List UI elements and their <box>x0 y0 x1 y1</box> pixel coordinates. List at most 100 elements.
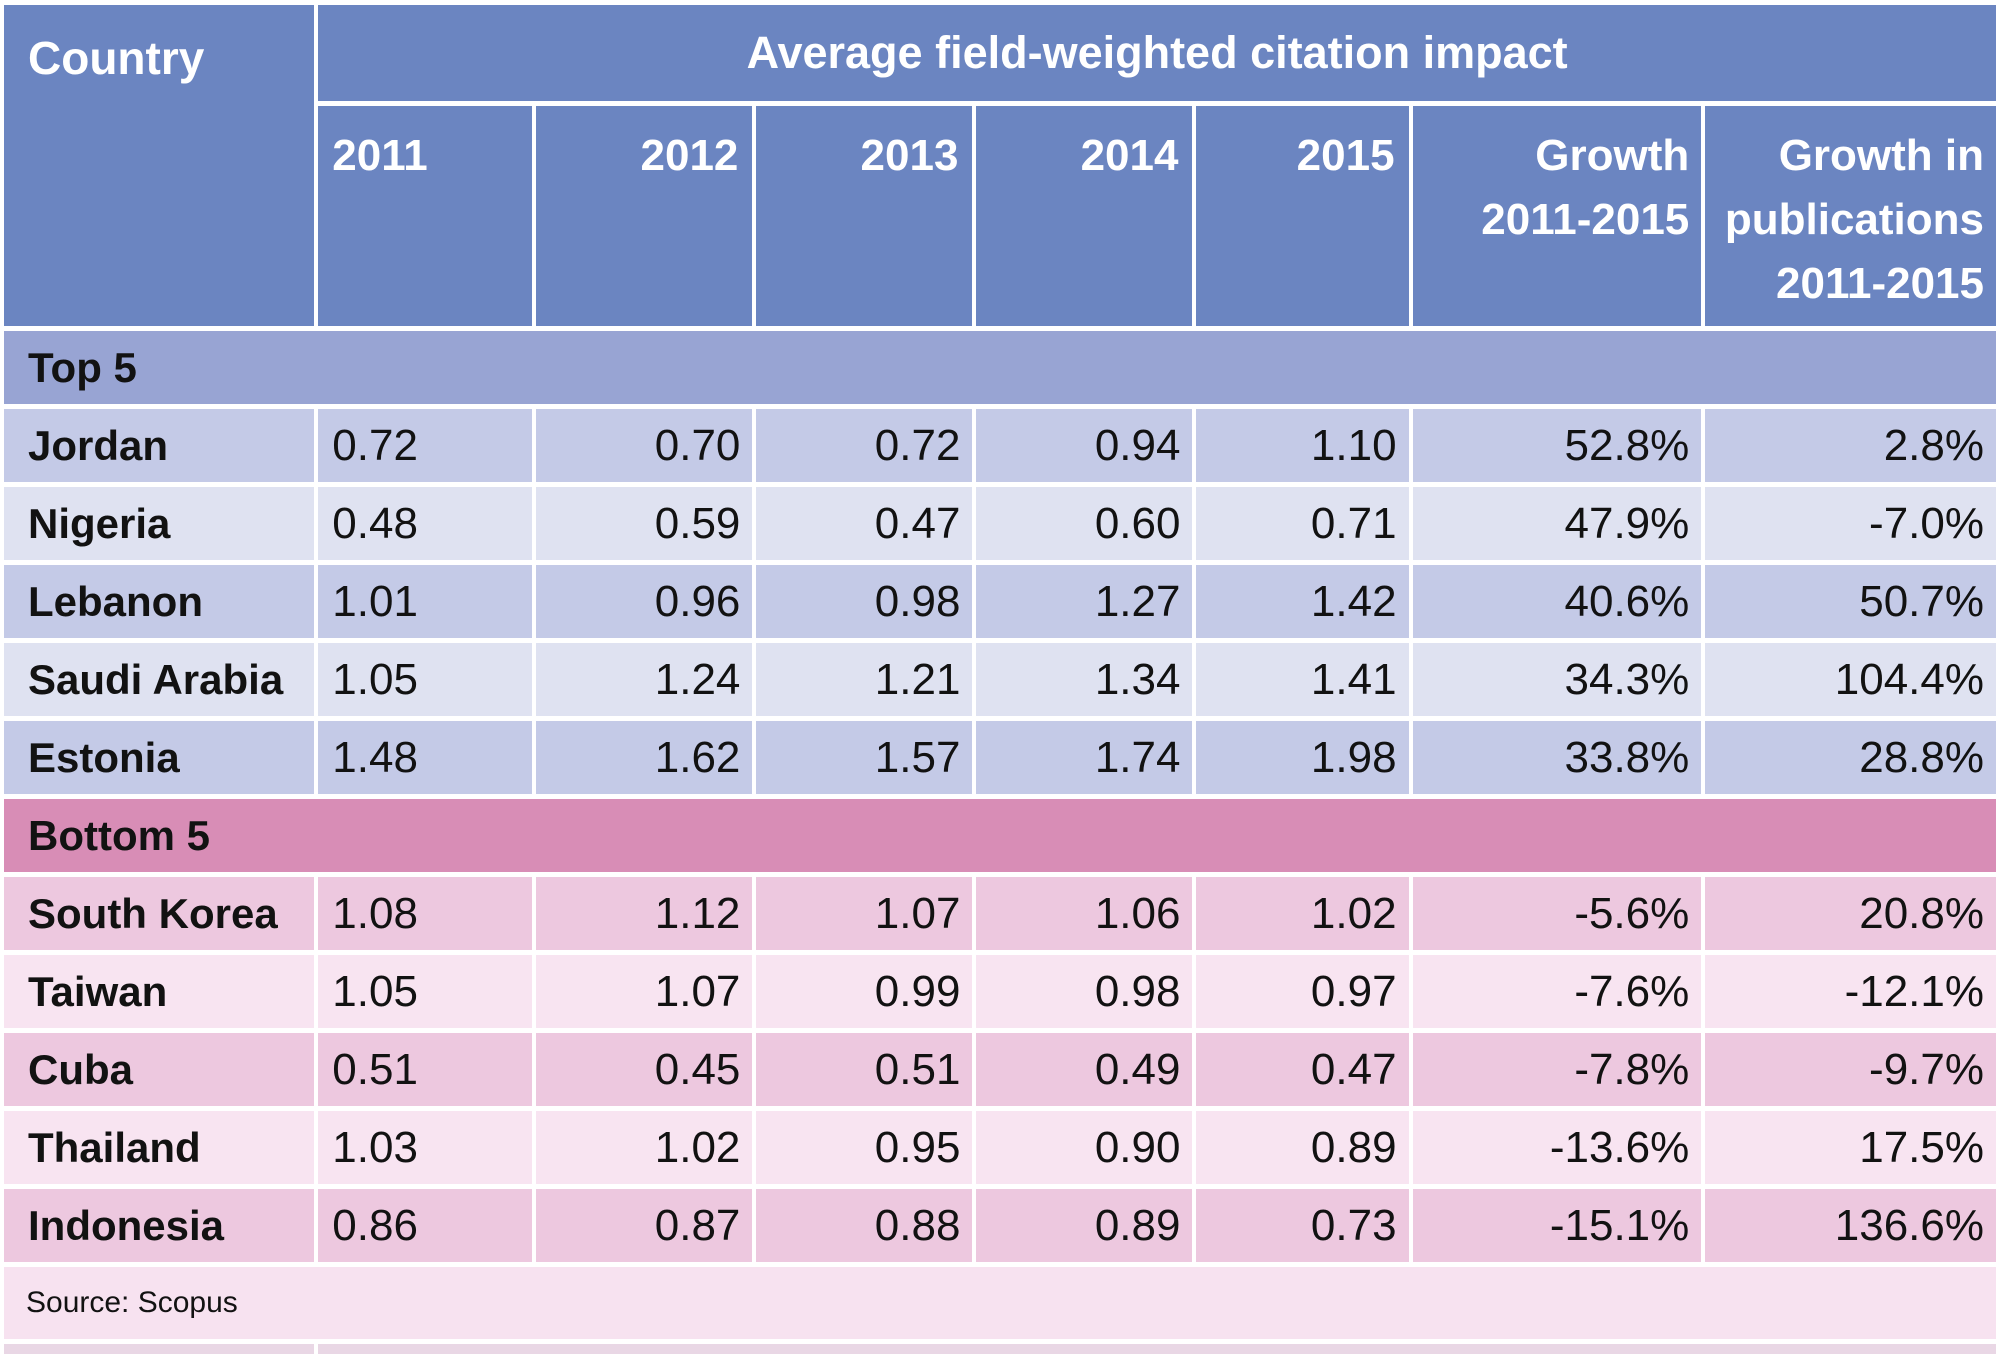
table-row: Taiwan 1.05 1.07 0.99 0.98 0.97 -7.6% -12.1% <box>4 955 1996 1028</box>
value-cell: 136.6% <box>1705 1189 1996 1262</box>
country-cell: Lebanon <box>4 565 315 638</box>
table-row: Saudi Arabia 1.05 1.24 1.21 1.34 1.41 34.3% 104… <box>4 643 1996 716</box>
value-cell: 1.62 <box>536 721 753 794</box>
value-cell: 1.34 <box>976 643 1193 716</box>
table-title: Average field-weighted citation impact <box>318 5 1996 101</box>
value-cell: 0.59 <box>536 487 753 560</box>
header-row-years: 2011 2012 2013 2014 2015 Growth 2011-201… <box>4 106 1996 326</box>
value-cell: 1.02 <box>536 1111 753 1184</box>
value-cell: 0.60 <box>976 487 1193 560</box>
value-cell: -13.6% <box>1412 1111 1702 1184</box>
value-cell: 1.41 <box>1196 643 1409 716</box>
value-cell: -5.6% <box>1412 877 1702 950</box>
country-cell: Saudi Arabia <box>4 643 315 716</box>
value-cell: 1.05 <box>318 955 533 1028</box>
value-cell: 28.8% <box>1705 721 1996 794</box>
value-cell: 0.89 <box>1196 1111 1409 1184</box>
value-cell: 17.5% <box>1705 1111 1996 1184</box>
table-row: Lebanon 1.01 0.96 0.98 1.27 1.42 40.6% 50.7% <box>4 565 1996 638</box>
value-cell: 0.87 <box>536 1189 753 1262</box>
value-cell: 1.05 <box>318 643 533 716</box>
year-header-2011: 2011 <box>318 106 533 326</box>
country-cell: Taiwan <box>4 955 315 1028</box>
value-cell: 0.72 <box>318 409 533 482</box>
value-cell: 0.95 <box>756 1111 973 1184</box>
value-cell: 0.48 <box>318 487 533 560</box>
value-cell: 0.70 <box>536 409 753 482</box>
value-cell: 0.71 <box>1196 487 1409 560</box>
value-cell: 1.57 <box>756 721 973 794</box>
value-cell: 40.6% <box>1412 565 1702 638</box>
value-cell: 0.96 <box>536 565 753 638</box>
value-cell: 0.49 <box>976 1033 1193 1106</box>
year-header-2012: 2012 <box>536 106 753 326</box>
value-cell: 1.98 <box>1196 721 1409 794</box>
value-cell: 1.06 <box>976 877 1193 950</box>
value-cell: 0.51 <box>318 1033 533 1106</box>
country-column-header: Country <box>4 5 315 326</box>
value-cell: 1.12 <box>536 877 753 950</box>
value-cell: 0.90 <box>976 1111 1193 1184</box>
value-cell: 1.07 <box>756 877 973 950</box>
value-cell: -12.1% <box>1705 955 1996 1028</box>
value-cell: 1.24 <box>536 643 753 716</box>
growth-column-header: Growth 2011-2015 <box>1412 106 1702 326</box>
value-cell: 1.74 <box>976 721 1193 794</box>
value-cell: -7.8% <box>1412 1033 1702 1106</box>
table-row: Nigeria 0.48 0.59 0.47 0.60 0.71 47.9% -7.0% <box>4 487 1996 560</box>
value-cell: 50.7% <box>1705 565 1996 638</box>
country-cell: Nigeria <box>4 487 315 560</box>
value-cell: 1.42 <box>1196 565 1409 638</box>
table-row: Cuba 0.51 0.45 0.51 0.49 0.47 -7.8% -9.7% <box>4 1033 1996 1106</box>
table-body: Top 5 Jordan 0.72 0.70 0.72 0.94 1.10 52.8% 2.8%… <box>4 331 1996 1262</box>
value-cell: 1.07 <box>536 955 753 1028</box>
value-cell: 1.03 <box>318 1111 533 1184</box>
country-cell: South Korea <box>4 877 315 950</box>
value-cell: 1.21 <box>756 643 973 716</box>
country-cell: Cuba <box>4 1033 315 1106</box>
year-header-2014: 2014 <box>976 106 1193 326</box>
country-cell: Thailand <box>4 1111 315 1184</box>
source-row: Source: Scopus <box>4 1267 1996 1339</box>
value-cell: 1.01 <box>318 565 533 638</box>
value-cell: 1.02 <box>1196 877 1409 950</box>
bottom-edge-cell <box>4 1344 315 1354</box>
year-header-2013: 2013 <box>756 106 973 326</box>
table-row: Indonesia 0.86 0.87 0.88 0.89 0.73 -15.1% 136.6… <box>4 1189 1996 1262</box>
value-cell: 0.89 <box>976 1189 1193 1262</box>
value-cell: 0.88 <box>756 1189 973 1262</box>
bottom-edge-row <box>4 1344 1996 1354</box>
value-cell: 0.98 <box>976 955 1193 1028</box>
table-row: Estonia 1.48 1.62 1.57 1.74 1.98 33.8% 28.8% <box>4 721 1996 794</box>
value-cell: 47.9% <box>1412 487 1702 560</box>
section-header-row: Top 5 <box>4 331 1996 404</box>
value-cell: -7.6% <box>1412 955 1702 1028</box>
value-cell: 0.51 <box>756 1033 973 1106</box>
table-row: Jordan 0.72 0.70 0.72 0.94 1.10 52.8% 2.8% <box>4 409 1996 482</box>
value-cell: 34.3% <box>1412 643 1702 716</box>
value-cell: 0.98 <box>756 565 973 638</box>
table-footer: Source: Scopus <box>4 1267 1996 1354</box>
value-cell: 0.94 <box>976 409 1193 482</box>
value-cell: 20.8% <box>1705 877 1996 950</box>
value-cell: 52.8% <box>1412 409 1702 482</box>
value-cell: 1.27 <box>976 565 1193 638</box>
value-cell: 104.4% <box>1705 643 1996 716</box>
value-cell: 0.97 <box>1196 955 1409 1028</box>
value-cell: 1.48 <box>318 721 533 794</box>
section-label: Top 5 <box>4 331 1996 404</box>
header-row-top: Country Average field-weighted citation … <box>4 5 1996 326</box>
value-cell: 33.8% <box>1412 721 1702 794</box>
year-header-2015: 2015 <box>1196 106 1409 326</box>
value-cell: 1.08 <box>318 877 533 950</box>
bottom-edge-cell <box>318 1344 1996 1354</box>
value-cell: -9.7% <box>1705 1033 1996 1106</box>
value-cell: -15.1% <box>1412 1189 1702 1262</box>
table-header: Country Average field-weighted citation … <box>4 5 1996 326</box>
value-cell: 0.47 <box>756 487 973 560</box>
table-row: Thailand 1.03 1.02 0.95 0.90 0.89 -13.6% 17.5% <box>4 1111 1996 1184</box>
growth-publications-column-header: Growth in publications 2011-2015 <box>1705 106 1996 326</box>
value-cell: 0.47 <box>1196 1033 1409 1106</box>
value-cell: 0.72 <box>756 409 973 482</box>
